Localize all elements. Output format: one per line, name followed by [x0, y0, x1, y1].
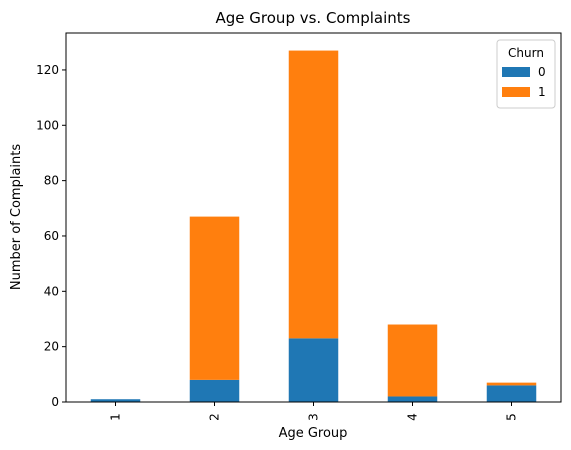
legend-label-0: 0 [538, 65, 546, 79]
bar-series-0-cat-2 [189, 379, 240, 402]
y-tick-label: 20 [44, 340, 59, 354]
y-tick-label: 60 [44, 229, 59, 243]
chart-title: Age Group vs. Complaints [216, 9, 411, 27]
legend-title: Churn [508, 46, 544, 60]
bar-series-1-cat-4 [387, 324, 438, 397]
y-tick-label: 80 [44, 174, 59, 188]
x-axis-label: Age Group [279, 426, 348, 441]
y-tick-label: 0 [51, 395, 59, 409]
legend-swatch-0 [502, 67, 530, 77]
x-tick-label: 3 [307, 413, 321, 421]
bar-series-0-cat-4 [387, 396, 438, 402]
y-axis-label: Number of Complaints [9, 144, 24, 290]
bar-series-1-cat-3 [288, 50, 339, 339]
legend-label-1: 1 [538, 85, 546, 99]
x-tick-label: 1 [109, 413, 123, 421]
legend-swatch-1 [502, 87, 530, 97]
bar-series-1-cat-5 [486, 382, 537, 386]
bar-series-1-cat-2 [189, 216, 240, 380]
legend: Churn 0 1 [496, 39, 556, 109]
bar-series-0-cat-5 [486, 385, 537, 402]
x-tick-label: 5 [505, 413, 519, 421]
bar-series-0-cat-1 [90, 399, 141, 402]
x-tick-label: 4 [406, 413, 420, 421]
bar-series-0-cat-3 [288, 338, 339, 402]
x-tick-label: 2 [208, 413, 222, 421]
plot-area: 0 20 40 60 80 100 120 1 2 3 4 5 [36, 32, 562, 421]
y-tick-label: 100 [36, 118, 59, 132]
y-tick-label: 120 [36, 63, 59, 77]
y-tick-label: 40 [44, 284, 59, 298]
